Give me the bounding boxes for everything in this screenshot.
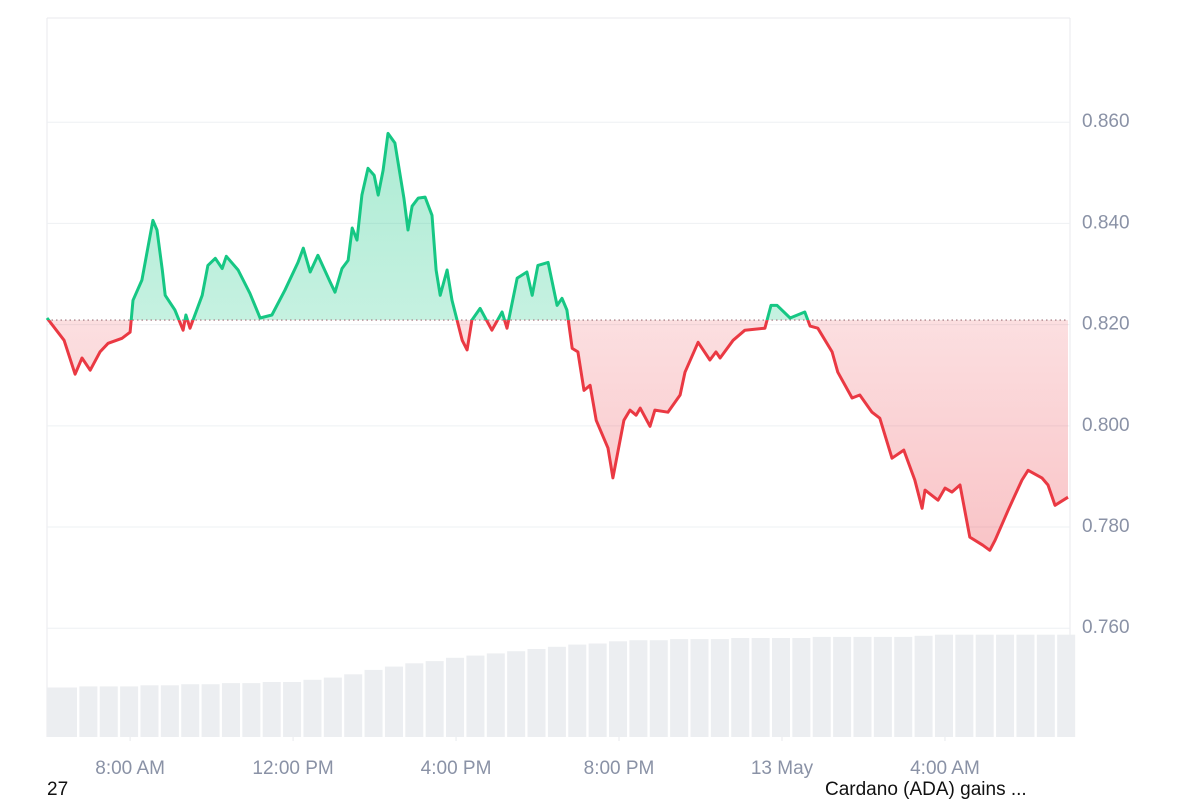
- x-tick-label: 8:00 AM: [95, 758, 165, 779]
- volume-bar: [649, 640, 668, 737]
- volume-bar: [79, 686, 98, 737]
- volume-bar: [323, 677, 342, 737]
- volume-bar: [527, 649, 546, 737]
- y-tick-label: 0.840: [1082, 212, 1130, 233]
- volume-bar: [303, 679, 322, 737]
- x-tick-label: 13 May: [751, 758, 814, 779]
- volume-bar: [670, 639, 689, 737]
- volume-bar: [1016, 634, 1035, 737]
- volume-bar: [466, 655, 485, 737]
- volume-bar: [812, 636, 831, 737]
- volume-bar: [99, 686, 118, 737]
- x-tick-label: 8:00 PM: [584, 758, 655, 779]
- volume-bar: [425, 661, 444, 737]
- y-tick-label: 0.800: [1082, 415, 1130, 436]
- volume-bar: [181, 684, 200, 737]
- volume-bar: [975, 634, 994, 737]
- volume-bar: [140, 685, 159, 737]
- volume-bar: [731, 638, 750, 737]
- volume-bar: [262, 682, 281, 737]
- y-tick-label: 0.760: [1082, 617, 1130, 638]
- y-tick-label: 0.780: [1082, 516, 1130, 537]
- volume-bar: [629, 640, 648, 737]
- volume-bar: [833, 636, 852, 737]
- volume-bar: [283, 682, 302, 737]
- x-tick-label: 12:00 PM: [252, 758, 333, 779]
- volume-bar: [751, 638, 770, 737]
- footer-right: Cardano (ADA) gains ...: [825, 779, 1027, 800]
- volume-bar: [771, 638, 790, 737]
- x-tick-label: 4:00 AM: [910, 758, 980, 779]
- area-down: [48, 320, 1068, 551]
- volume-bar: [792, 638, 811, 737]
- price-line-up: [45, 131, 810, 321]
- volume-bar: [690, 639, 709, 737]
- volume-bar: [955, 634, 974, 737]
- footer-left: 27: [47, 779, 68, 800]
- volume-bar: [160, 685, 179, 737]
- volume-bar: [221, 683, 240, 737]
- volume-bar: [873, 636, 892, 737]
- volume-bar: [853, 636, 872, 737]
- volume-bar: [507, 651, 526, 737]
- volume-bar: [710, 639, 729, 737]
- volume-bar: [364, 669, 383, 737]
- volume-bar: [996, 634, 1015, 737]
- price-line-down: [46, 320, 1069, 552]
- volume-bar: [609, 641, 628, 737]
- y-tick-label: 0.820: [1082, 314, 1130, 335]
- volume-bar: [384, 666, 403, 737]
- volume-bar: [588, 643, 607, 737]
- volume-bar: [486, 653, 505, 737]
- volume-bar: [914, 635, 933, 737]
- x-tick-label: 4:00 PM: [421, 758, 492, 779]
- volume-bar: [1057, 634, 1076, 737]
- volume-bar: [242, 683, 261, 737]
- volume-bar: [894, 636, 913, 737]
- volume-bar: [1036, 634, 1055, 737]
- volume-bar: [58, 687, 78, 737]
- volume-bar: [120, 686, 139, 737]
- y-tick-label: 0.860: [1082, 111, 1130, 132]
- volume-bar: [547, 646, 566, 737]
- area-up: [47, 133, 1068, 321]
- volume-bar: [405, 663, 424, 737]
- volume-bar: [568, 644, 587, 737]
- volume-bar: [344, 674, 363, 737]
- volume-bar: [934, 634, 953, 737]
- volume-bar: [201, 684, 220, 737]
- volume-bar: [446, 657, 465, 737]
